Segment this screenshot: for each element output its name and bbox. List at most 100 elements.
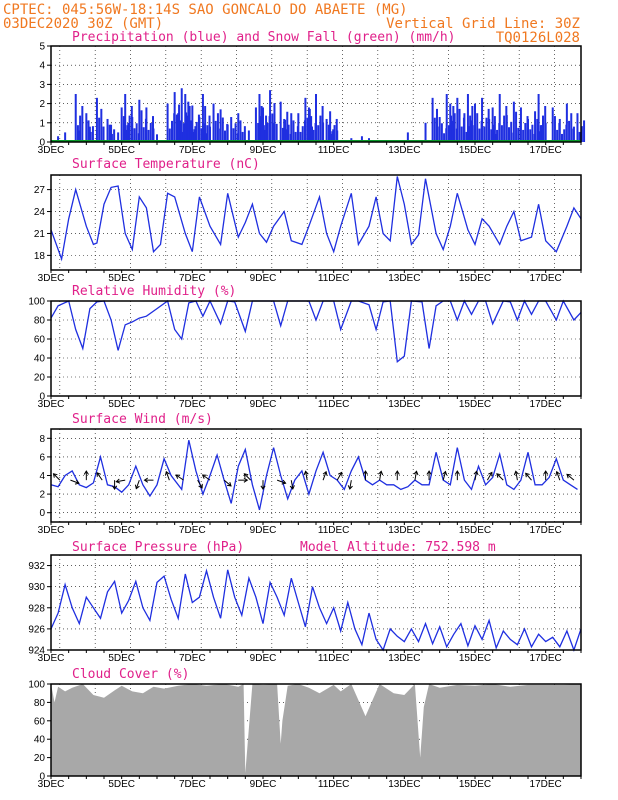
wind-arrow-head bbox=[473, 470, 479, 476]
wind-arrow bbox=[556, 471, 561, 481]
pressure-title: Surface Pressure (hPa) bbox=[72, 540, 244, 555]
wind-arrow-head bbox=[198, 483, 203, 489]
precip-bar bbox=[424, 122, 427, 142]
temp-series-line bbox=[50, 176, 582, 262]
precip-bar bbox=[98, 117, 101, 142]
precip-bar bbox=[186, 115, 189, 142]
precip-bar bbox=[260, 106, 263, 142]
x-tick-label: 9DEC bbox=[250, 145, 277, 156]
rh-title: Relative Humidity (%) bbox=[72, 284, 236, 299]
wind-arrow-head bbox=[555, 470, 561, 476]
precip-bar bbox=[561, 133, 563, 142]
wind-arrow-head bbox=[243, 473, 249, 478]
precip-bar bbox=[175, 114, 178, 142]
x-tick-label: 7DEC bbox=[179, 779, 206, 790]
precip-bar bbox=[102, 126, 105, 142]
header-date: 03DEC2020 30Z (GMT) bbox=[3, 16, 163, 32]
precip-bar bbox=[241, 131, 244, 142]
x-tick-label: 9DEC bbox=[250, 399, 277, 410]
precip-bar bbox=[110, 124, 113, 142]
precip-bar bbox=[515, 111, 518, 142]
x-tick-label: 15DEC bbox=[459, 399, 491, 410]
precip-bar bbox=[522, 129, 525, 142]
precip-bar bbox=[524, 122, 527, 142]
y-tick-label: 60 bbox=[34, 716, 46, 727]
y-tick-label: 20 bbox=[34, 373, 46, 384]
wind-arrow-head bbox=[322, 470, 328, 476]
precip-bar bbox=[527, 118, 529, 142]
precip-bar bbox=[433, 117, 436, 142]
precip-bar bbox=[214, 120, 217, 142]
x-tick-label: 9DEC bbox=[250, 525, 277, 536]
wind-arrow-head bbox=[74, 479, 80, 485]
wind-arrow bbox=[442, 471, 447, 481]
precip-bar bbox=[216, 113, 219, 142]
precip-title: Precipitation (blue) and Snow Fall (gree… bbox=[72, 30, 456, 45]
precip-bar bbox=[583, 120, 586, 142]
precip-bar bbox=[565, 103, 568, 142]
precip-bar bbox=[297, 113, 300, 142]
wind-arrow bbox=[290, 480, 294, 490]
precip-bar bbox=[272, 122, 275, 142]
precip-bar bbox=[537, 94, 540, 142]
precip-bar bbox=[204, 106, 207, 142]
y-tick-label: 100 bbox=[28, 680, 45, 691]
precip-bar bbox=[572, 126, 575, 142]
y-tick-label: 8 bbox=[39, 434, 45, 445]
wind-arrow bbox=[116, 479, 126, 483]
wind-arrow-head bbox=[83, 470, 89, 475]
wind-arrow-head bbox=[164, 470, 170, 476]
precip-bar bbox=[510, 121, 513, 142]
precip-bar bbox=[299, 131, 302, 142]
x-tick-label: 11DEC bbox=[318, 653, 350, 664]
x-tick-label: 7DEC bbox=[179, 399, 206, 410]
precip-bar bbox=[563, 129, 566, 142]
precip-bar bbox=[451, 120, 454, 142]
wind-arrow-head bbox=[413, 470, 419, 476]
x-tick-label: 5DEC bbox=[108, 779, 135, 790]
precip-bar bbox=[173, 92, 176, 142]
precip-bar bbox=[456, 97, 459, 142]
wind-arrow-head bbox=[454, 470, 460, 475]
wind-title: Surface Wind (m/s) bbox=[72, 412, 213, 427]
precip-bar bbox=[285, 129, 288, 142]
wind-arrow-head bbox=[227, 481, 232, 487]
x-tick-label: 13DEC bbox=[388, 779, 420, 790]
precip-bar bbox=[568, 120, 571, 142]
precip-bar bbox=[306, 117, 309, 142]
precip-bar bbox=[478, 128, 481, 142]
precip-bar bbox=[234, 123, 237, 142]
wind-arrow-head bbox=[243, 477, 249, 483]
precip-bar bbox=[287, 124, 290, 142]
precip-bar bbox=[483, 126, 486, 142]
y-tick-label: 4 bbox=[39, 471, 45, 482]
precip-bar bbox=[301, 126, 304, 142]
precip-bar bbox=[281, 127, 284, 142]
y-tick-label: 0 bbox=[39, 392, 45, 403]
precip-bar bbox=[498, 94, 501, 142]
precip-bar bbox=[138, 99, 141, 142]
precip-bar bbox=[193, 129, 196, 142]
x-tick-label: 3DEC bbox=[38, 653, 65, 664]
x-tick-label: 17DEC bbox=[530, 779, 562, 790]
precip-bar bbox=[294, 131, 297, 142]
wind-arrow bbox=[566, 473, 575, 481]
x-tick-label: 17DEC bbox=[530, 525, 562, 536]
precip-bar bbox=[431, 97, 434, 142]
x-tick-label: 7DEC bbox=[179, 273, 206, 284]
precip-bar bbox=[508, 127, 510, 142]
precip-bar bbox=[578, 131, 581, 142]
wind-arrow bbox=[175, 474, 184, 481]
precip-bar bbox=[78, 130, 81, 142]
wind-arrow-head bbox=[378, 470, 384, 476]
precip-bar bbox=[315, 94, 317, 142]
y-tick-label: 924 bbox=[28, 646, 45, 657]
precip-bar bbox=[232, 128, 235, 142]
precip-bar bbox=[488, 118, 491, 142]
wind-arrow bbox=[70, 479, 80, 484]
precip-bar bbox=[476, 113, 479, 142]
x-tick-label: 17DEC bbox=[530, 653, 562, 664]
y-tick-label: 100 bbox=[28, 297, 45, 308]
wind-arrow bbox=[349, 480, 352, 490]
precip-bar bbox=[266, 122, 269, 142]
